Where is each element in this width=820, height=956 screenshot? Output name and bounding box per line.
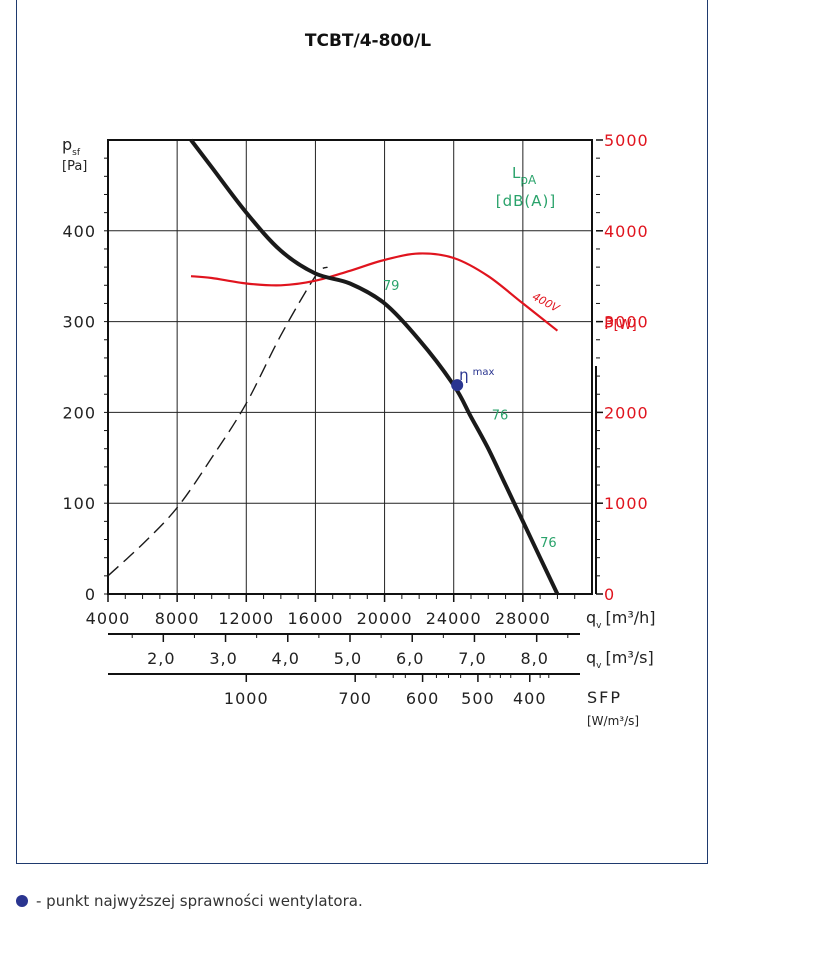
x-axis-tick-label: 4000 bbox=[86, 609, 131, 628]
sound-value-label: 76 bbox=[540, 536, 557, 551]
y-right-tick-label: 2000 bbox=[604, 403, 649, 422]
efficiency-point-legend-icon bbox=[16, 895, 28, 907]
sound-value-label: 76 bbox=[492, 409, 509, 424]
x-axis-m3h-ticks: 4000 8000 12000 16000 20000 24000 28000 bbox=[86, 594, 551, 628]
plot-area bbox=[107, 139, 593, 595]
max-efficiency-point bbox=[451, 379, 464, 392]
sound-value-label: 79 bbox=[383, 279, 400, 294]
x3-tick-label: 500 bbox=[461, 689, 495, 708]
x2-tick-label: 3,0 bbox=[209, 649, 237, 668]
x3-tick-label: 1000 bbox=[224, 689, 269, 708]
chart-title: TCBT/4-800/L bbox=[305, 31, 431, 51]
x-axis-sfp-ticks: 1000 700 600 500 400 bbox=[224, 674, 550, 708]
power-curve-400v bbox=[190, 252, 559, 332]
pressure-curve bbox=[189, 138, 560, 595]
y-right-label: P[W] bbox=[604, 314, 637, 333]
y-left-label: psf bbox=[62, 135, 81, 158]
sound-unit: [dB(A)] bbox=[496, 192, 556, 210]
y-left-ticks: 0 100 200 300 400 bbox=[62, 222, 96, 604]
y-right-tick-label: 5000 bbox=[604, 131, 649, 150]
chart-frame bbox=[16, 0, 708, 864]
x-axis-tick-label: 20000 bbox=[357, 609, 413, 628]
x1-label: qv [m³/h] bbox=[586, 608, 656, 631]
y-left-tick-label: 200 bbox=[62, 403, 96, 422]
x2-tick-label: 5,0 bbox=[334, 649, 362, 668]
y-right-tick-label: 3000 bbox=[604, 313, 649, 332]
y-right-ticks: 0 1000 2000 3000 4000 5000 bbox=[596, 131, 649, 604]
x3-unit: [W/m³/s] bbox=[587, 714, 639, 728]
sound-values: 79 76 76 bbox=[383, 279, 557, 551]
x2-tick-label: 6,0 bbox=[396, 649, 424, 668]
x2-tick-label: 2,0 bbox=[147, 649, 175, 668]
x-axis-tick-label: 8000 bbox=[155, 609, 200, 628]
sound-label: LpA bbox=[512, 164, 537, 187]
x2-tick-label: 7,0 bbox=[458, 649, 486, 668]
x2-tick-label: 4,0 bbox=[272, 649, 300, 668]
eta-max-label: η max bbox=[459, 366, 494, 384]
y-left-tick-label: 100 bbox=[62, 494, 96, 513]
x-axis-tick-label: 12000 bbox=[218, 609, 274, 628]
footer-note: - punkt najwyższej sprawności wentylator… bbox=[16, 892, 363, 910]
y-left-tick-label: 300 bbox=[62, 313, 96, 332]
x3-tick-label: 700 bbox=[338, 689, 372, 708]
x-axis-m3s-ticks: 2,0 3,0 4,0 5,0 6,0 7,0 8,0 bbox=[131, 634, 569, 668]
y-right-tick-label: 0 bbox=[604, 585, 615, 604]
y-left-tick-label: 0 bbox=[85, 585, 96, 604]
x3-label: SFP bbox=[587, 688, 622, 707]
x3-tick-label: 600 bbox=[406, 689, 440, 708]
x-axis-tick-label: 24000 bbox=[426, 609, 482, 628]
x-axis-tick-label: 16000 bbox=[287, 609, 343, 628]
y-right-tick-label: 1000 bbox=[604, 494, 649, 513]
x-axis-tick-label: 28000 bbox=[495, 609, 551, 628]
x3-tick-label: 400 bbox=[513, 689, 547, 708]
x2-tick-label: 8,0 bbox=[520, 649, 548, 668]
footer-note-text: - punkt najwyższej sprawności wentylator… bbox=[36, 892, 363, 910]
y-left-tick-label: 400 bbox=[62, 222, 96, 241]
system-curve bbox=[107, 266, 328, 577]
x2-label: qv [m³/s] bbox=[586, 648, 654, 671]
y-left-unit: [Pa] bbox=[62, 159, 87, 174]
y-right-tick-label: 4000 bbox=[604, 222, 649, 241]
